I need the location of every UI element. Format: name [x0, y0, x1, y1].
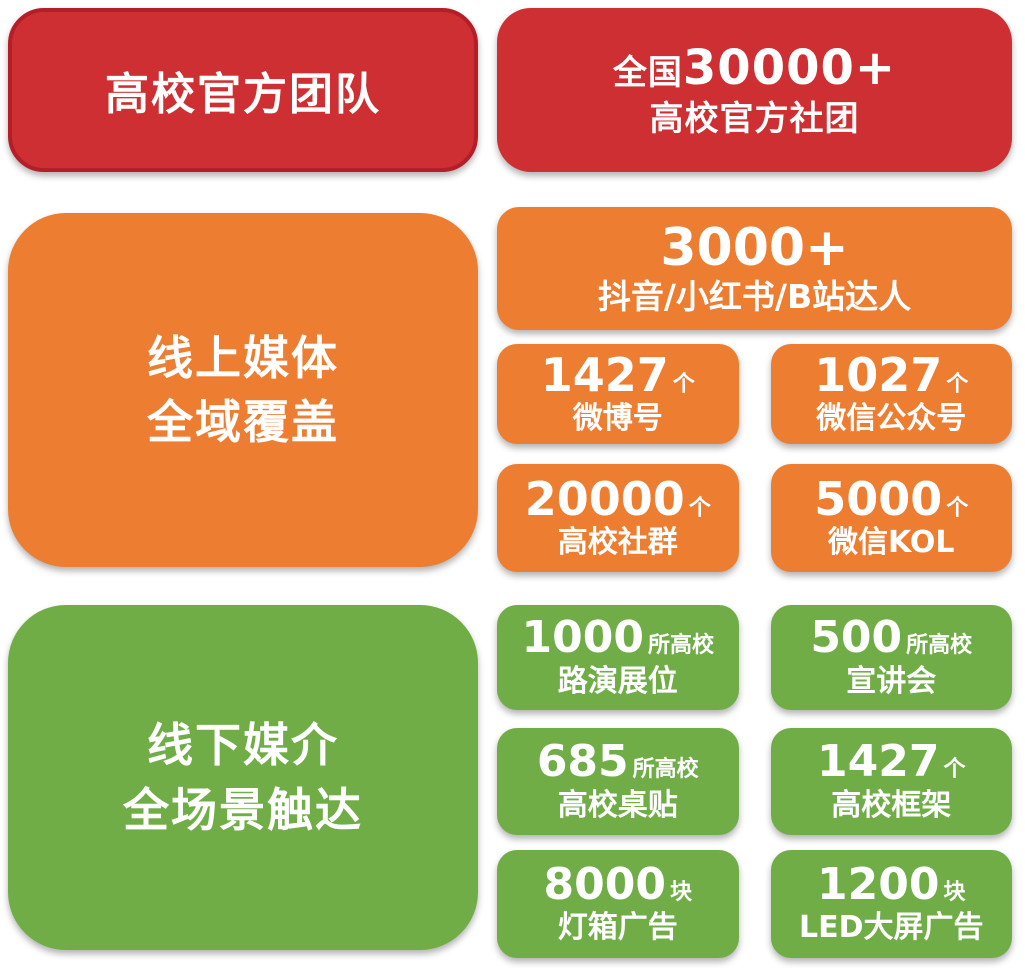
- wechat-kol-number: 5000: [814, 471, 943, 526]
- lightbox-ads-unit: 块: [669, 879, 692, 905]
- wechat-official-number: 1027: [814, 347, 943, 402]
- wechat-kol-unit: 个: [946, 495, 969, 521]
- desk-stickers-number: 685: [536, 736, 629, 788]
- lightbox-ads-label: 灯箱广告: [557, 910, 678, 946]
- stat-card-desk-stickers: 685 所高校 高校桌贴: [497, 728, 739, 835]
- campus-groups-number: 20000: [524, 471, 685, 526]
- stat-card-weibo: 1427 个 微博号: [497, 344, 739, 444]
- desk-stickers-label: 高校桌贴: [557, 787, 678, 823]
- official-clubs-stat-card: 全国30000+ 高校官方社团: [497, 8, 1012, 172]
- campus-groups-label: 高校社群: [557, 525, 678, 561]
- stat-card-campus-frames: 1427 个 高校框架: [770, 728, 1012, 835]
- weibo-label: 微博号: [572, 401, 663, 437]
- info-sessions-label: 宣讲会: [846, 663, 937, 699]
- info-sessions-unit: 所高校: [906, 633, 973, 659]
- stat-card-wechat-kol: 5000 个 微信KOL: [770, 464, 1012, 572]
- weibo-number: 1427: [540, 347, 669, 402]
- led-screen-ads-unit: 块: [943, 879, 966, 905]
- roadshow-booths-number: 1000: [521, 612, 644, 664]
- campus-frames-number: 1427: [817, 736, 940, 788]
- led-screen-ads-label: LED大屏广告: [798, 910, 984, 946]
- weibo-unit: 个: [672, 371, 695, 397]
- official-team-title: 高校官方团队: [105, 69, 381, 120]
- wechat-official-label: 微信公众号: [816, 401, 967, 437]
- stat-card-wechat-official: 1027 个 微信公众号: [770, 344, 1012, 444]
- stat-card-douyin-xiaohongshu-bilibili: 3000+ 抖音/小红书/B站达人: [497, 207, 1012, 330]
- roadshow-booths-label: 路演展位: [557, 663, 678, 699]
- official-clubs-label: 高校官方社团: [649, 98, 860, 139]
- stat-card-roadshow-booths: 1000 所高校 路演展位: [497, 605, 739, 710]
- campus-groups-unit: 个: [688, 495, 711, 521]
- section-online-media: 线上媒体 全域覆盖 3000+ 抖音/小红书/B站达人 1427 个 微博号 10…: [8, 207, 1012, 573]
- wechat-kol-label: 微信KOL: [827, 525, 955, 561]
- offline-media-title-line1: 线下媒介: [147, 718, 339, 773]
- official-clubs-prefix: 全国: [612, 52, 683, 93]
- offline-media-title-line2: 全场景触达: [123, 782, 363, 837]
- online-media-title-line1: 线上媒体: [147, 330, 339, 385]
- online-media-panel: 线上媒体 全域覆盖: [8, 213, 478, 567]
- offline-media-panel: 线下媒介 全场景触达: [8, 605, 478, 950]
- stat-card-info-sessions: 500 所高校 宣讲会: [770, 605, 1012, 710]
- campus-frames-label: 高校框架: [831, 787, 952, 823]
- section-offline-media: 线下媒介 全场景触达 1000 所高校 路演展位 500 所高校 宣讲会: [8, 605, 1012, 958]
- lightbox-ads-number: 8000: [543, 858, 666, 910]
- roadshow-booths-unit: 所高校: [647, 633, 714, 659]
- influencers-label: 抖音/小红书/B站达人: [597, 277, 912, 317]
- section-official-teams: 高校官方团队 全国30000+ 高校官方社团: [8, 8, 1012, 172]
- stat-card-campus-groups: 20000 个 高校社群: [497, 464, 739, 572]
- campus-frames-unit: 个: [943, 757, 966, 783]
- stat-card-lightbox-ads: 8000 块 灯箱广告: [497, 850, 739, 958]
- official-clubs-stat-line: 全国30000+: [613, 40, 896, 98]
- desk-stickers-unit: 所高校: [632, 757, 699, 783]
- influencers-number: 3000+: [660, 218, 849, 279]
- official-clubs-number: 30000+: [682, 39, 897, 96]
- info-sessions-number: 500: [810, 612, 903, 664]
- wechat-official-unit: 个: [946, 371, 969, 397]
- stat-card-led-screen-ads: 1200 块 LED大屏广告: [770, 850, 1012, 958]
- online-media-title-line2: 全域覆盖: [147, 395, 339, 449]
- official-team-banner: 高校官方团队: [8, 8, 478, 172]
- led-screen-ads-number: 1200: [817, 858, 940, 910]
